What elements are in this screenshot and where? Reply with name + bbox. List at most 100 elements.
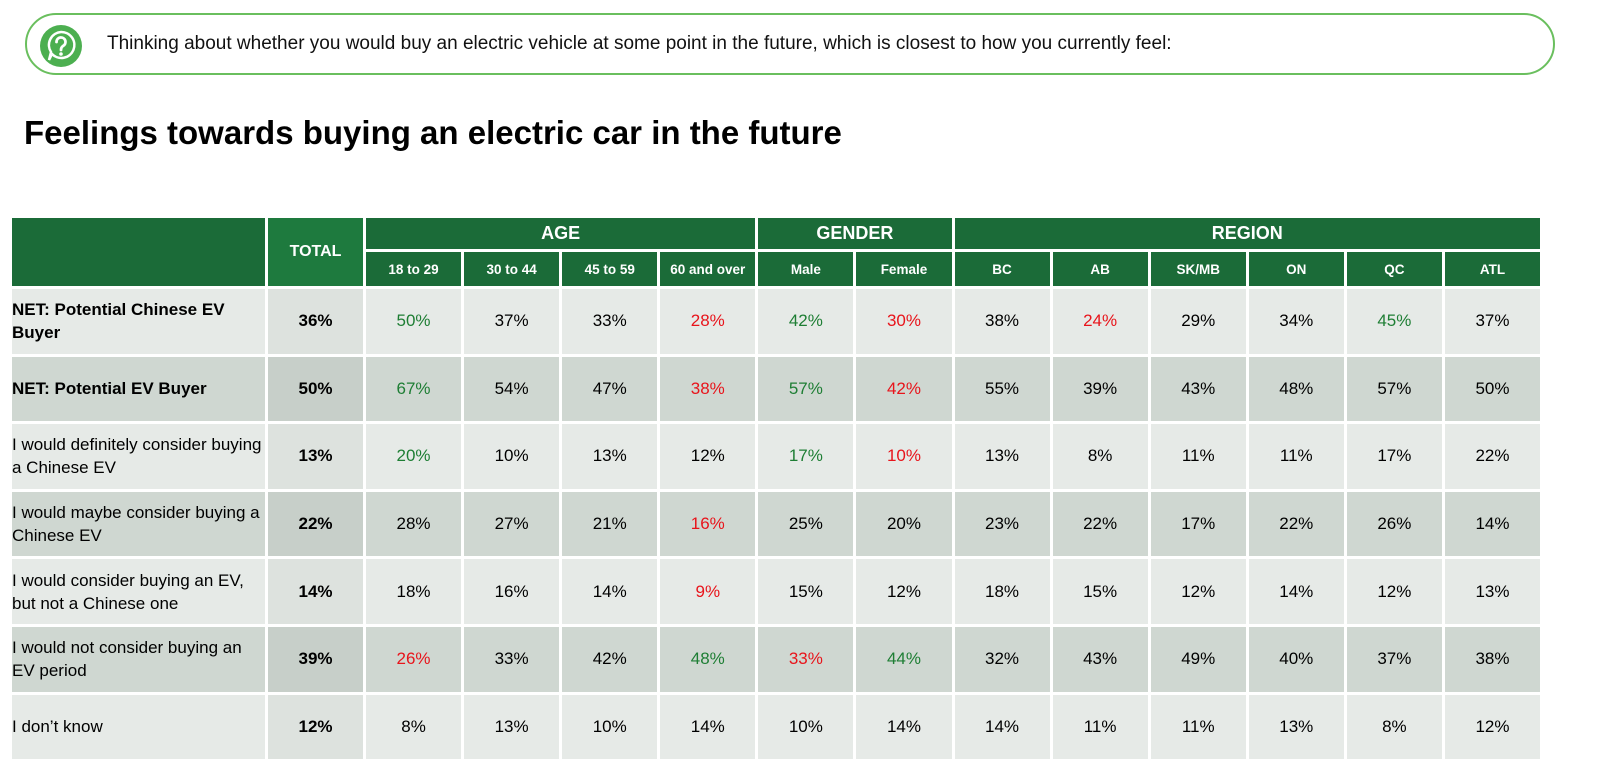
total-cell: 50%: [268, 356, 363, 422]
data-cell: 14%: [660, 694, 756, 760]
group-header: REGION: [954, 218, 1540, 249]
data-cell: 26%: [366, 626, 462, 692]
data-cell: 37%: [1444, 289, 1540, 354]
data-cell: 27%: [464, 491, 560, 557]
data-cell: 22%: [1248, 491, 1344, 557]
data-cell: 28%: [660, 289, 756, 354]
data-cell: 8%: [366, 694, 462, 760]
data-cell: 48%: [1248, 356, 1344, 422]
data-cell: 12%: [660, 424, 756, 489]
data-cell: 38%: [954, 289, 1050, 354]
total-cell: 12%: [268, 694, 363, 760]
data-cell: 22%: [1052, 491, 1148, 557]
total-header: TOTAL: [268, 218, 363, 286]
row-label: I would maybe consider buying a Chinese …: [12, 491, 265, 557]
data-cell: 13%: [954, 424, 1050, 489]
data-cell: 54%: [464, 356, 560, 422]
data-cell: 33%: [758, 626, 854, 692]
data-cell: 22%: [1444, 424, 1540, 489]
question-text: Thinking about whether you would buy an …: [107, 33, 1172, 54]
data-cell: 8%: [1052, 424, 1148, 489]
column-header: Female: [856, 252, 952, 286]
data-cell: 12%: [1444, 694, 1540, 760]
data-cell: 42%: [856, 356, 952, 422]
data-cell: 43%: [1150, 356, 1246, 422]
data-cell: 42%: [562, 626, 658, 692]
data-cell: 37%: [1346, 626, 1442, 692]
column-header: Male: [758, 252, 854, 286]
data-cell: 37%: [464, 289, 560, 354]
row-label: NET: Potential EV Buyer: [12, 356, 265, 422]
data-cell: 38%: [660, 356, 756, 422]
row-label: I would not consider buying an EV period: [12, 626, 265, 692]
question-box: Thinking about whether you would buy an …: [25, 13, 1555, 75]
column-header: BC: [954, 252, 1050, 286]
data-cell: 29%: [1150, 289, 1246, 354]
data-cell: 16%: [660, 491, 756, 557]
data-cell: 26%: [1346, 491, 1442, 557]
data-cell: 21%: [562, 491, 658, 557]
data-cell: 48%: [660, 626, 756, 692]
data-cell: 17%: [1150, 491, 1246, 557]
data-cell: 24%: [1052, 289, 1148, 354]
column-header: 30 to 44: [464, 252, 560, 286]
data-cell: 14%: [562, 559, 658, 624]
data-cell: 18%: [954, 559, 1050, 624]
column-header: AB: [1052, 252, 1148, 286]
header-corner: [12, 218, 265, 286]
data-cell: 9%: [660, 559, 756, 624]
data-cell: 14%: [954, 694, 1050, 760]
data-cell: 15%: [1052, 559, 1148, 624]
data-cell: 20%: [856, 491, 952, 557]
data-cell: 10%: [856, 424, 952, 489]
total-cell: 14%: [268, 559, 363, 624]
data-cell: 10%: [562, 694, 658, 760]
data-cell: 18%: [366, 559, 462, 624]
data-cell: 49%: [1150, 626, 1246, 692]
data-cell: 20%: [366, 424, 462, 489]
data-cell: 11%: [1150, 694, 1246, 760]
data-cell: 11%: [1052, 694, 1148, 760]
data-cell: 38%: [1444, 626, 1540, 692]
row-label: I would consider buying an EV, but not a…: [12, 559, 265, 624]
data-table: TOTAL AGE 18 to 29 30 to 44 45 to 59 60 and o…: [12, 218, 1540, 760]
group-header: AGE: [366, 218, 756, 249]
column-header: QC: [1346, 252, 1442, 286]
column-header: 60 and over: [660, 252, 756, 286]
data-cell: 11%: [1150, 424, 1246, 489]
total-cell: 39%: [268, 626, 363, 692]
data-cell: 34%: [1248, 289, 1344, 354]
data-cell: 16%: [464, 559, 560, 624]
data-cell: 32%: [954, 626, 1050, 692]
data-cell: 47%: [562, 356, 658, 422]
data-cell: 39%: [1052, 356, 1148, 422]
data-cell: 33%: [562, 289, 658, 354]
data-cell: 25%: [758, 491, 854, 557]
column-header: ON: [1248, 252, 1344, 286]
data-cell: 14%: [856, 694, 952, 760]
data-cell: 12%: [1346, 559, 1442, 624]
data-cell: 57%: [1346, 356, 1442, 422]
data-cell: 55%: [954, 356, 1050, 422]
data-cell: 50%: [366, 289, 462, 354]
data-cell: 33%: [464, 626, 560, 692]
data-cell: 67%: [366, 356, 462, 422]
data-cell: 17%: [1346, 424, 1442, 489]
data-cell: 12%: [856, 559, 952, 624]
data-cell: 30%: [856, 289, 952, 354]
data-cell: 15%: [758, 559, 854, 624]
data-cell: 10%: [464, 424, 560, 489]
data-cell: 14%: [1248, 559, 1344, 624]
title: Feelings towards buying an electric car …: [24, 114, 842, 151]
data-cell: 57%: [758, 356, 854, 422]
column-header: SK/MB: [1150, 252, 1246, 286]
data-cell: 44%: [856, 626, 952, 692]
data-cell: 14%: [1444, 491, 1540, 557]
column-header: 18 to 29: [366, 252, 462, 286]
row-label: NET: Potential Chinese EV Buyer: [12, 289, 265, 354]
total-cell: 36%: [268, 289, 363, 354]
data-cell: 11%: [1248, 424, 1344, 489]
column-header: ATL: [1444, 252, 1540, 286]
data-cell: 40%: [1248, 626, 1344, 692]
